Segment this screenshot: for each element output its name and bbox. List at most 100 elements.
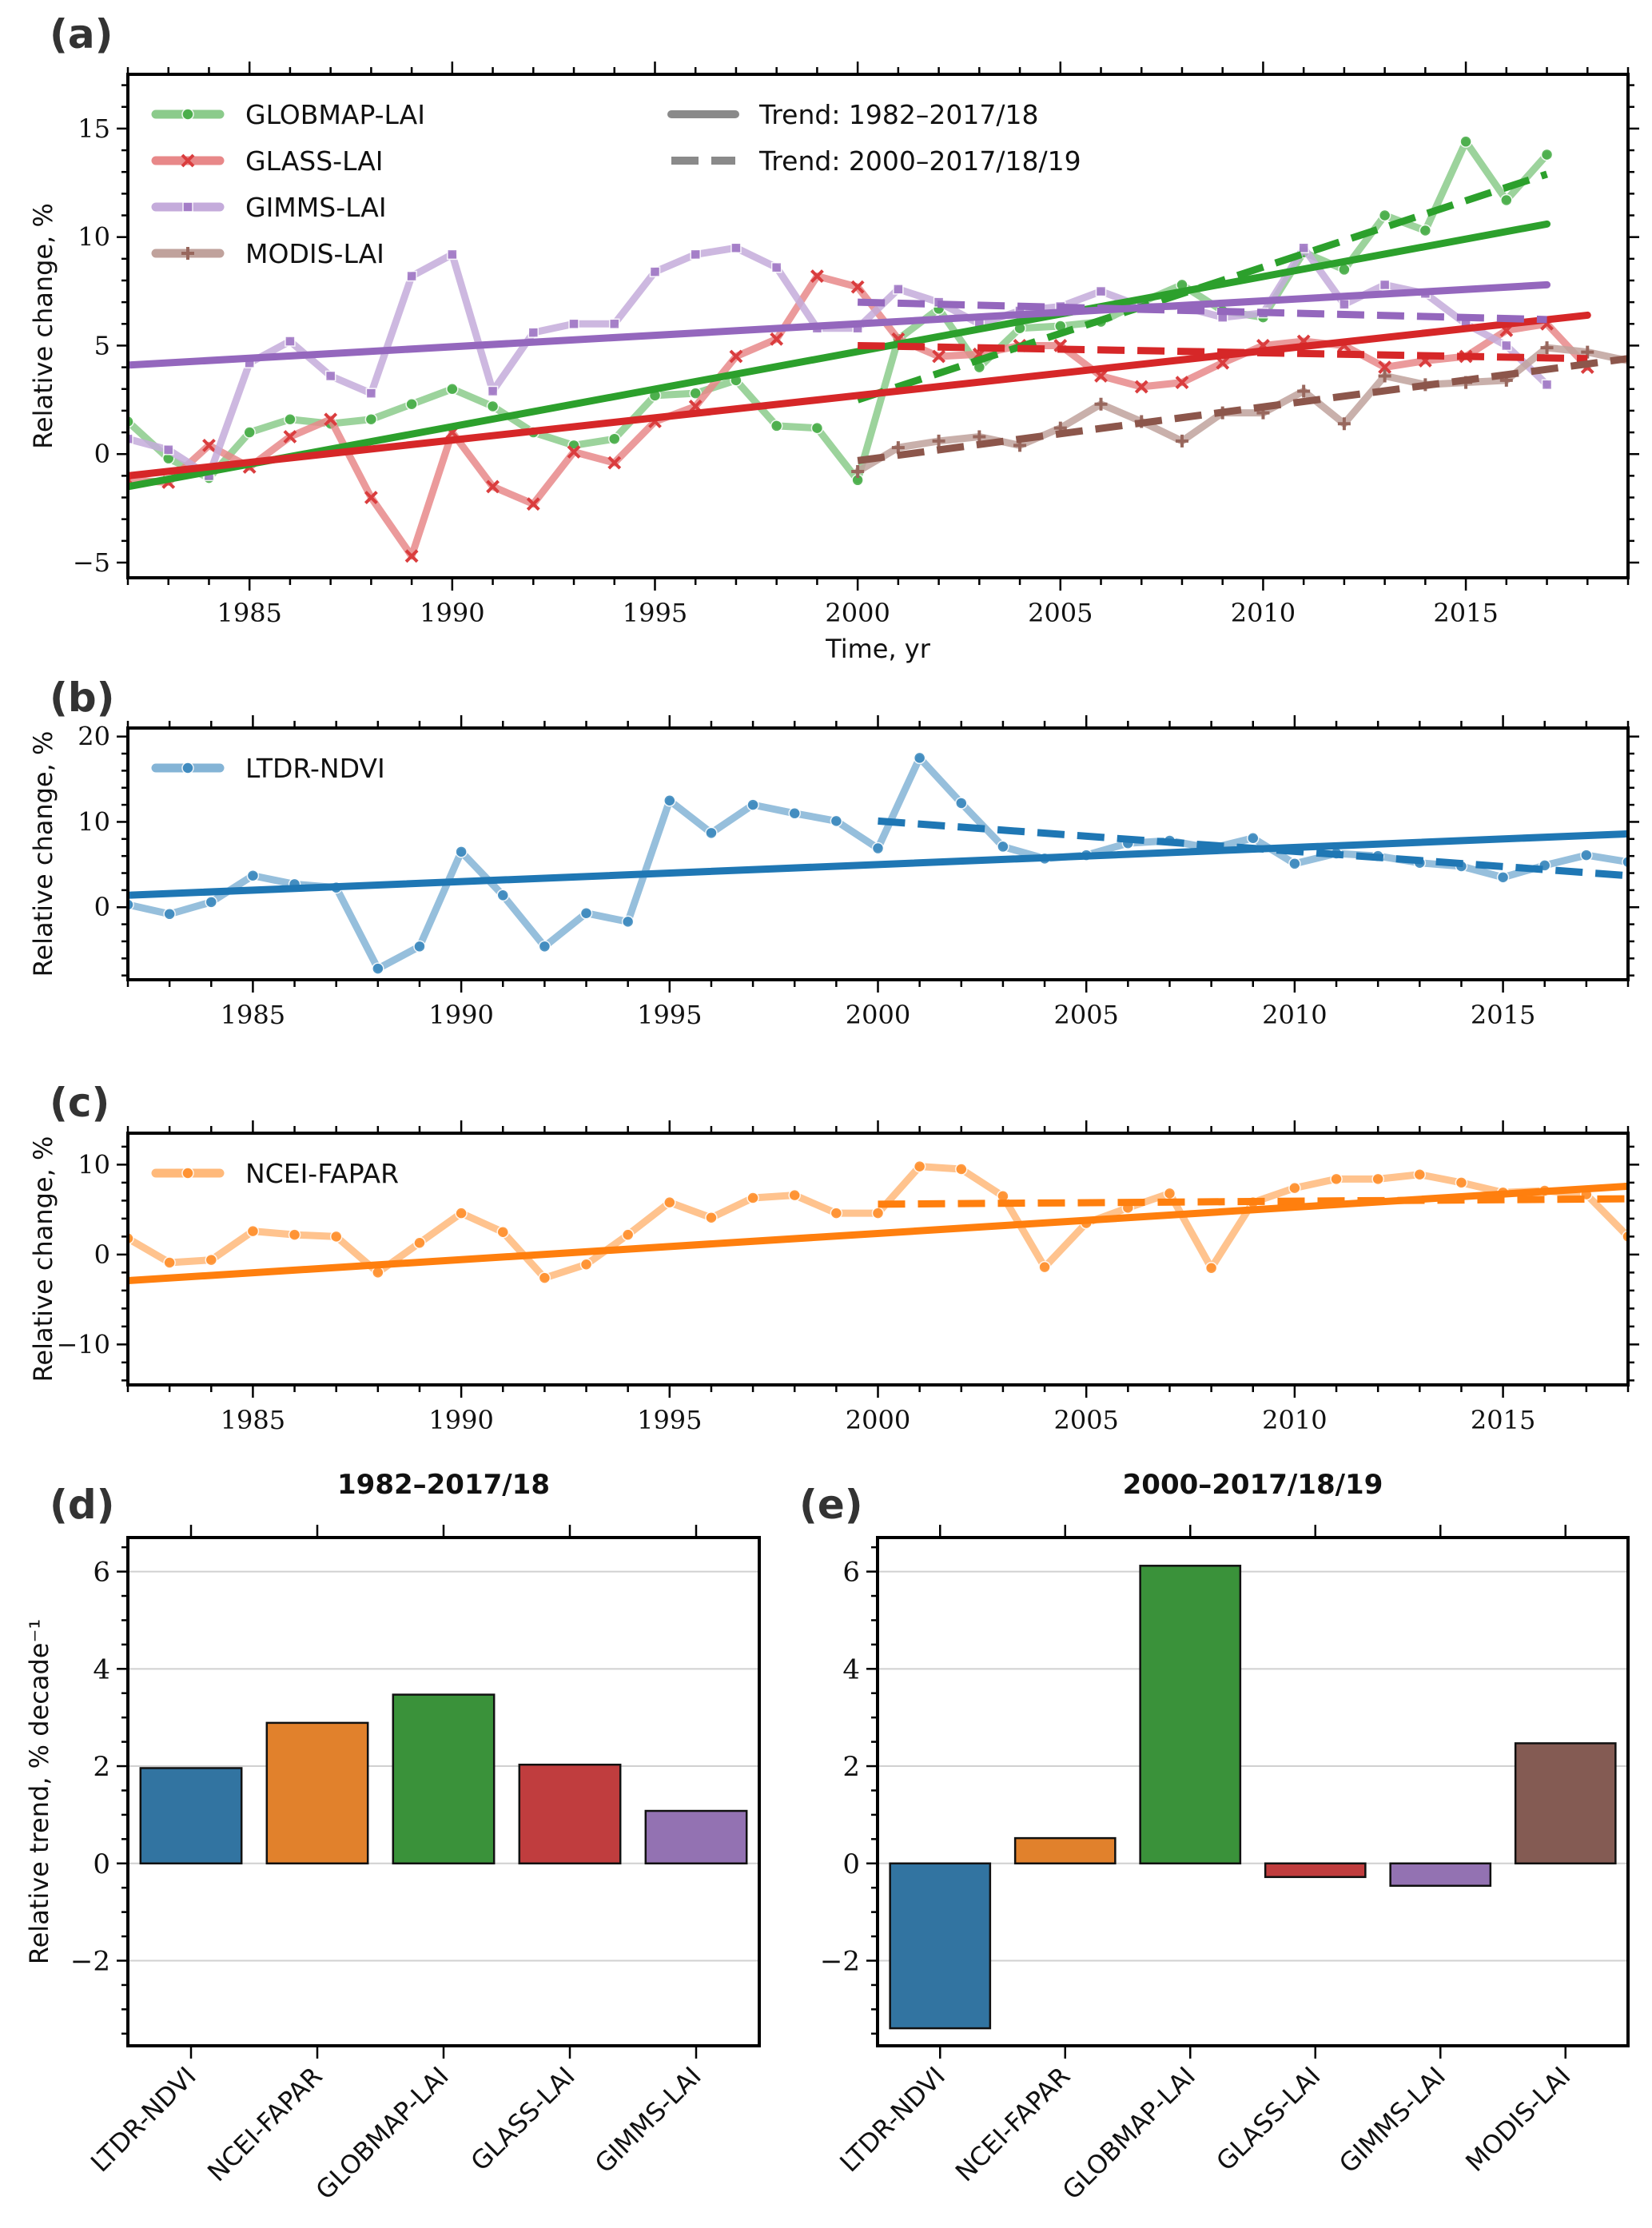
data-point [1134, 380, 1148, 394]
series-glass-lai [128, 269, 1594, 563]
legend-item: Trend: 2000–2017/18/19 [671, 145, 1081, 177]
panel-label: (c) [50, 1080, 109, 1126]
data-point [851, 464, 865, 478]
panel-d: (d) 1982–2017/18 LTDR-NDVI NCEI-FAPARGLOBMA… [24, 1469, 761, 2206]
x-tick-label: GLASS-LAI [1210, 2061, 1326, 2177]
x-tick-label: 2010 [1262, 1000, 1327, 1030]
data-point [810, 269, 824, 283]
data-point [1419, 224, 1432, 237]
y-axis-label: Relative trend, % decade⁻¹ [24, 1619, 54, 1964]
data-point [579, 1258, 593, 1271]
trend-line-recent [857, 355, 1628, 464]
x-tick-label: 2000 [846, 1000, 910, 1030]
legend-item: Trend: 1982–2017/18 [667, 99, 1039, 130]
trend-line-full [128, 311, 1591, 479]
data-point [1455, 1176, 1468, 1189]
data-point [746, 798, 759, 811]
y-tick-label: 10 [78, 222, 110, 253]
axes-frame [126, 73, 1630, 579]
panel-label: (a) [50, 11, 113, 58]
legend-marker [181, 108, 194, 121]
y-tick-label: 15 [78, 113, 110, 144]
x-tick-label: LTDR-NDVI [834, 2061, 951, 2178]
data-point [329, 1230, 343, 1243]
data-point [1413, 1168, 1427, 1181]
data-point [1175, 376, 1189, 390]
y-tick-label: 0 [842, 1848, 860, 1880]
y-tick-label: 4 [93, 1653, 110, 1685]
x-tick-label: GLOBMAP-LAI [1057, 2061, 1201, 2206]
x-tick-label: 1990 [428, 1000, 493, 1030]
legend: NCEI-FAPAR [151, 1158, 399, 1189]
series-line [854, 344, 1628, 475]
data-point [810, 421, 824, 435]
legend-label: GLASS-LAI [245, 145, 384, 177]
data-point [163, 1256, 176, 1269]
data-point [913, 1160, 926, 1173]
bar-ltdr-ndvi [889, 1862, 992, 2030]
data-point [568, 318, 579, 330]
x-tick-label: 1990 [420, 598, 484, 628]
data-point [607, 456, 622, 470]
data-point [1175, 434, 1188, 448]
series-modis-lai [851, 341, 1628, 478]
legend-label: GLOBMAP-LAI [245, 99, 425, 130]
data-point [770, 420, 783, 432]
data-point [850, 280, 865, 294]
data-point [621, 1228, 635, 1241]
y-tick-label: 2 [842, 1751, 860, 1783]
chart-title: 1982–2017/18 [337, 1469, 550, 1501]
x-tick-label: 2005 [1028, 598, 1093, 628]
y-tick-label: 4 [842, 1653, 860, 1685]
trend-line-recent [878, 817, 1628, 880]
data-point [1496, 871, 1510, 884]
trend-line-full [128, 830, 1628, 899]
data-point [1501, 340, 1512, 352]
data-point [324, 412, 338, 427]
legend-item: NCEI-FAPAR [151, 1158, 399, 1189]
data-point [770, 332, 784, 346]
data-point [324, 370, 336, 382]
x-tick-label: 1985 [221, 1000, 285, 1030]
data-point [406, 270, 417, 282]
data-point [205, 896, 218, 909]
data-point [1378, 209, 1391, 222]
x-tick-label: 1985 [217, 598, 281, 628]
x-tick-label: 1995 [637, 1000, 702, 1030]
data-point [1288, 857, 1301, 870]
legend-label: Trend: 1982–2017/18 [758, 99, 1039, 130]
plot-area [128, 751, 1628, 975]
data-point [997, 840, 1009, 853]
legend-label: GIMMS-LAI [245, 192, 387, 223]
y-axis-label: Relative change, % [28, 1136, 58, 1383]
data-point [788, 807, 801, 820]
y-tick-label: 10 [78, 806, 110, 837]
data-point [486, 400, 500, 413]
data-point [413, 1236, 426, 1249]
y-tick-label: 10 [78, 1149, 110, 1180]
data-point [538, 1271, 551, 1284]
data-point [621, 915, 635, 929]
data-point [496, 1226, 509, 1239]
legend-marker [181, 1167, 194, 1180]
legend-item: GLOBMAP-LAI [151, 99, 425, 130]
bar-ltdr-ndvi [139, 1767, 243, 1865]
y-tick-label: 2 [93, 1751, 110, 1783]
data-point [649, 266, 661, 277]
trend-line-full [128, 220, 1551, 491]
x-tick-label: 2015 [1471, 1405, 1535, 1435]
trend-line-recent [856, 170, 1548, 404]
x-tick-label: GLASS-LAI [464, 2061, 580, 2177]
data-point [372, 962, 384, 975]
panel-label: (b) [50, 674, 115, 721]
x-tick-label: GIMMS-LAI [1333, 2061, 1451, 2179]
data-point [205, 1253, 218, 1267]
y-axis-label: Relative change, % [28, 203, 58, 449]
x-tick-label: 2000 [825, 598, 890, 628]
data-point [455, 1207, 468, 1219]
y-tick-label: −2 [820, 1945, 860, 1977]
y-tick-label: 0 [94, 1239, 110, 1270]
x-tick-label: 1985 [221, 1405, 285, 1435]
data-point [246, 869, 260, 882]
